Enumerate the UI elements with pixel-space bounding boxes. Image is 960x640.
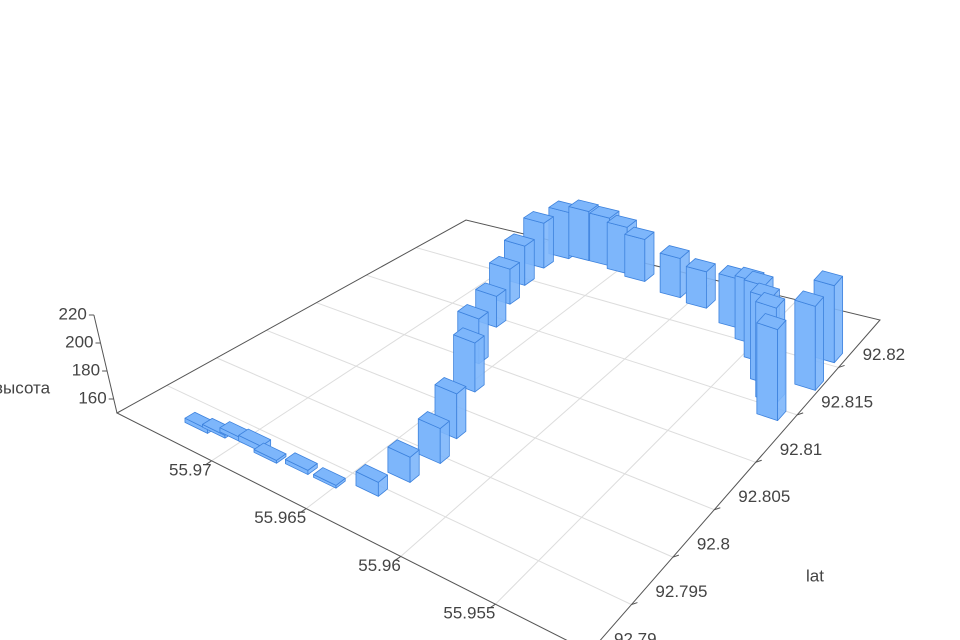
bar-face — [434, 377, 467, 395]
x-tick — [489, 603, 496, 609]
bar — [313, 467, 346, 489]
bar-face — [813, 270, 844, 287]
bar-face — [606, 221, 628, 274]
bar-face — [523, 211, 554, 224]
y-tick — [796, 412, 804, 416]
bar-face — [568, 199, 599, 212]
bar — [794, 290, 824, 391]
grid-line — [316, 302, 756, 463]
bar-face — [475, 282, 507, 297]
bar-face — [756, 313, 787, 331]
bar — [624, 226, 655, 282]
bar-face — [504, 233, 535, 247]
bar-face — [489, 255, 520, 270]
bar-face — [814, 296, 824, 391]
bar-face — [285, 452, 318, 471]
y-tick-label: 92.795 — [655, 582, 707, 601]
y-tick-label: 92.81 — [780, 440, 823, 459]
bars — [184, 199, 844, 497]
bar-face — [794, 290, 824, 307]
bar-face — [456, 386, 467, 440]
bar-face — [624, 226, 655, 240]
y-tick — [631, 602, 638, 606]
bar-face — [524, 239, 535, 286]
bar-face — [659, 245, 690, 259]
bar-face — [453, 327, 485, 344]
bar-face — [794, 299, 816, 391]
bar — [355, 464, 388, 497]
bar — [756, 313, 787, 422]
z-axis — [93, 314, 118, 414]
bar-face — [589, 212, 611, 267]
bar-face — [313, 467, 346, 486]
y-tick-label: 92.82 — [863, 345, 906, 364]
z-tick-label: 200 — [65, 332, 93, 351]
y-tick-label: 92.815 — [821, 392, 873, 411]
grid-line — [400, 279, 715, 557]
bar-face — [457, 304, 489, 320]
bar-face — [417, 411, 450, 429]
y-tick-label: 92.805 — [738, 487, 790, 506]
bar — [453, 327, 485, 393]
y-tick — [714, 507, 721, 511]
x-tick — [394, 555, 402, 561]
grid-line — [166, 384, 632, 606]
bar-face — [755, 292, 786, 309]
x-tick-label: 55.96 — [358, 556, 401, 575]
grid-line — [266, 329, 715, 511]
bar-face — [756, 322, 779, 422]
x-tick-label: 55.955 — [443, 604, 495, 623]
y-tick-label: 92.79 — [614, 629, 657, 640]
z-tick-label: 180 — [72, 360, 100, 379]
bar — [659, 245, 690, 299]
bar — [285, 452, 318, 475]
bar-face — [624, 233, 646, 282]
x-tick — [205, 460, 212, 466]
bar-face — [543, 216, 554, 269]
bar — [253, 442, 287, 464]
bar-face — [568, 206, 590, 261]
bar-face — [474, 335, 485, 393]
y-tick — [672, 554, 680, 558]
bar-face — [685, 258, 716, 273]
z-tick-label: 160 — [78, 388, 106, 407]
z-tick-label: 220 — [59, 304, 87, 323]
x-tick-label: 55.965 — [254, 508, 306, 527]
y-tick-label: 92.8 — [697, 535, 730, 554]
bar — [387, 439, 420, 483]
grid-line — [116, 412, 568, 640]
bar-face — [685, 266, 707, 309]
bar-face — [387, 439, 420, 458]
bar-face — [589, 205, 620, 219]
grid-line — [366, 274, 798, 416]
x-tick — [299, 508, 307, 514]
bar-face — [659, 252, 681, 299]
floor-border — [115, 219, 881, 640]
x-tick-label: 55.97 — [169, 460, 212, 479]
bar-face — [606, 214, 637, 228]
y-tick — [755, 459, 762, 463]
bar-face — [644, 231, 655, 282]
bar — [417, 411, 450, 464]
bar-face — [355, 464, 388, 483]
bar-face — [833, 275, 844, 364]
bar-face — [777, 319, 787, 422]
bar-face — [509, 262, 520, 305]
y-tick — [838, 364, 845, 368]
z-axis-title: высота — [0, 378, 51, 397]
bar — [685, 258, 716, 309]
bar-face — [253, 442, 287, 461]
y-axis-title: lat — [806, 566, 824, 585]
bar-face — [238, 428, 272, 447]
